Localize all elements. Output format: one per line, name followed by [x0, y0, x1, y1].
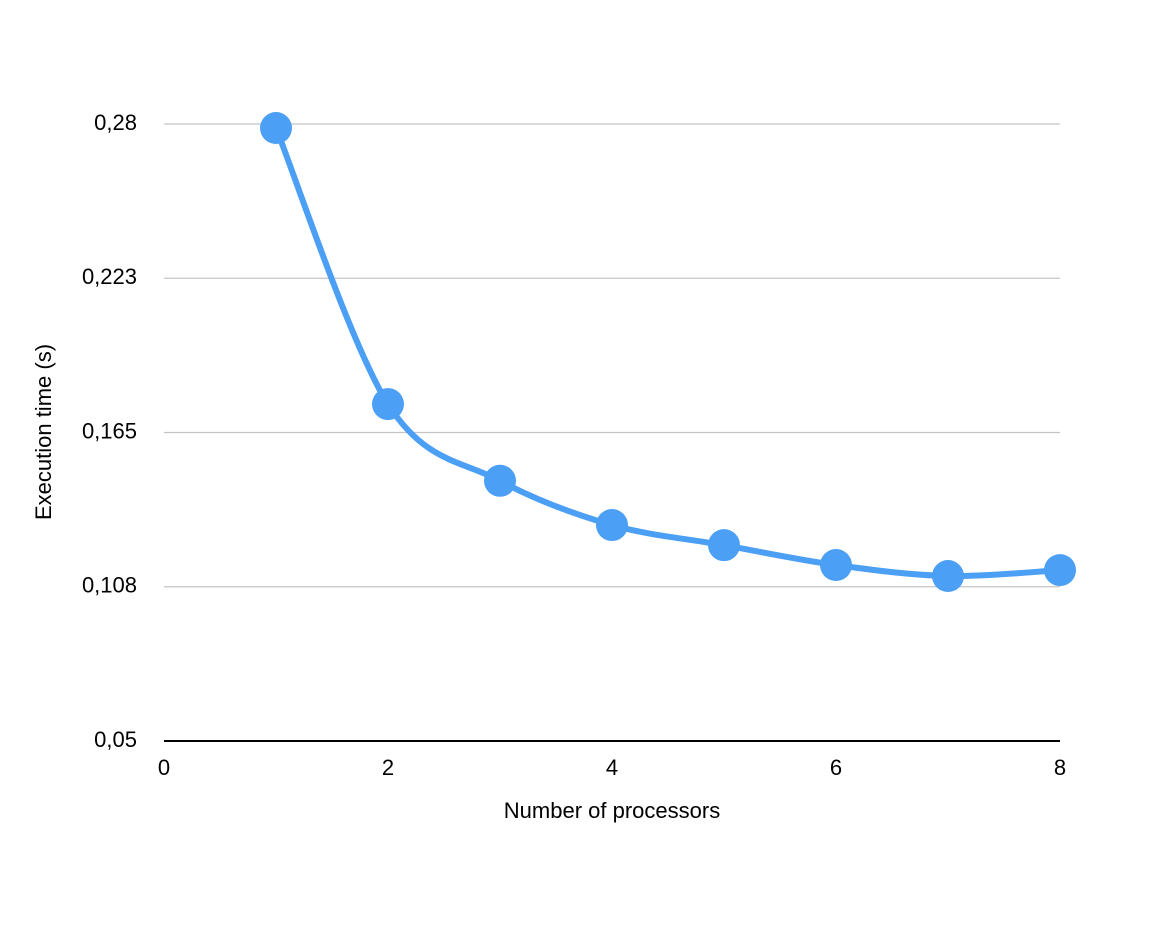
data-point	[484, 464, 516, 497]
x-axis-label: Number of processors	[504, 798, 720, 823]
y-tick-label: 0,108	[82, 573, 137, 598]
x-tick-label: 4	[606, 755, 618, 780]
data-point	[708, 529, 740, 562]
x-tick-label: 2	[382, 755, 394, 780]
x-tick-label: 8	[1054, 755, 1066, 780]
data-point	[260, 112, 292, 145]
y-tick-label: 0,223	[82, 264, 137, 289]
x-tick-label: 0	[158, 755, 170, 780]
series-line	[273, 126, 1061, 580]
y-tick-label: 0,28	[94, 110, 137, 135]
y-axis-label: Execution time (s)	[31, 344, 56, 520]
data-point	[372, 388, 404, 421]
data-point	[932, 560, 964, 593]
y-tick-label: 0,05	[94, 727, 137, 752]
data-point	[596, 509, 628, 542]
y-tick-label: 0,165	[82, 418, 137, 443]
x-tick-label: 6	[830, 755, 842, 780]
data-point	[1044, 554, 1076, 587]
data-point	[820, 549, 852, 582]
